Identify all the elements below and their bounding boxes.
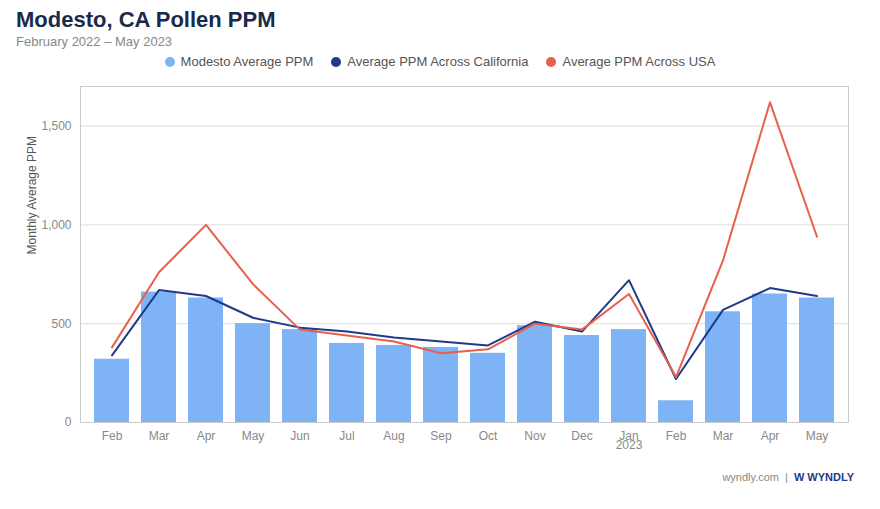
svg-text:1,000: 1,000 bbox=[41, 218, 71, 232]
svg-text:May: May bbox=[242, 429, 265, 443]
svg-text:Dec: Dec bbox=[571, 429, 592, 443]
svg-text:1,500: 1,500 bbox=[41, 119, 71, 133]
svg-text:Jan: Jan bbox=[619, 429, 639, 443]
svg-text:Aug: Aug bbox=[383, 429, 404, 443]
svg-text:Sep: Sep bbox=[430, 429, 452, 443]
svg-text:Jun: Jun bbox=[290, 429, 309, 443]
svg-text:Mar: Mar bbox=[149, 429, 170, 443]
svg-text:2023: 2023 bbox=[616, 438, 643, 452]
svg-text:500: 500 bbox=[51, 317, 71, 331]
svg-text:May: May bbox=[806, 429, 829, 443]
html-text:Average PPM Across California: Average PPM Across California bbox=[347, 54, 529, 69]
html-text:W WYNDLY: W WYNDLY bbox=[793, 471, 854, 483]
html-text:Average PPM Across USA: Average PPM Across USA bbox=[562, 54, 716, 69]
svg-text:Jul: Jul bbox=[339, 429, 354, 443]
html-text:February 2022 – May 2023: February 2022 – May 2023 bbox=[16, 34, 173, 49]
svg-text:Monthly Average PPM: Monthly Average PPM bbox=[25, 136, 39, 255]
svg-text:Mar: Mar bbox=[713, 429, 734, 443]
svg-text:Apr: Apr bbox=[197, 429, 216, 443]
html-text:Modesto Average PPM: Modesto Average PPM bbox=[180, 54, 314, 69]
svg-text:Feb: Feb bbox=[102, 429, 123, 443]
svg-text:Apr: Apr bbox=[761, 429, 780, 443]
svg-text:0: 0 bbox=[65, 415, 72, 429]
svg-text:Feb: Feb bbox=[666, 429, 687, 443]
html-text:Modesto, CA Pollen PPM: Modesto, CA Pollen PPM bbox=[16, 7, 276, 32]
svg-text:Oct: Oct bbox=[479, 429, 498, 443]
svg-text:Nov: Nov bbox=[524, 429, 545, 443]
html-text:wyndly.com: wyndly.com bbox=[722, 471, 779, 483]
